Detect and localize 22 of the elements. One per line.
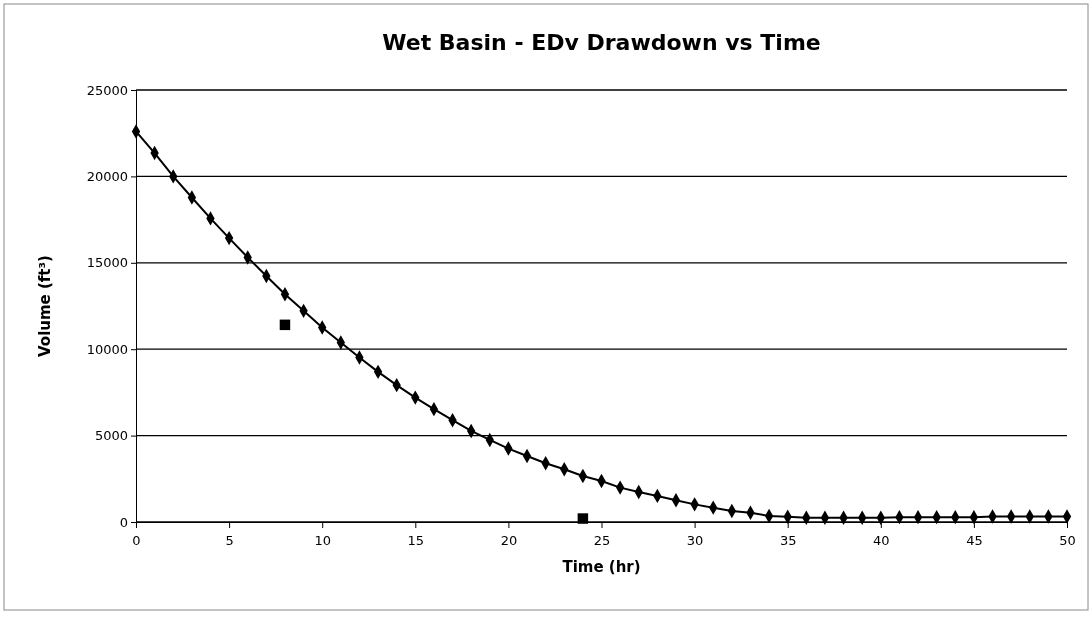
x-tick-label: 25 — [593, 533, 611, 549]
x-axis-title: Time (hr) — [562, 558, 641, 576]
x-tick-label: 20 — [500, 533, 518, 549]
x-tick-label: 30 — [686, 533, 704, 549]
x-tick-label: 35 — [779, 533, 797, 549]
y-tick-label: 15000 — [86, 255, 128, 271]
x-tick-label: 45 — [966, 533, 983, 549]
y-tick-label: 5000 — [94, 428, 128, 444]
chart-title: Wet Basin - EDv Drawdown vs Time — [382, 30, 821, 55]
point — [279, 319, 291, 331]
x-tick-label: 0 — [132, 533, 141, 549]
x-tick-label: 10 — [314, 533, 331, 549]
y-tick-label: 10000 — [86, 341, 128, 357]
x-tick-label: 50 — [1059, 533, 1076, 549]
x-tick-label: 15 — [407, 533, 425, 549]
y-tick-label: 25000 — [86, 82, 128, 98]
y-axis-title: Volume (ft³) — [36, 255, 54, 357]
y-tick-label: 0 — [119, 514, 128, 530]
x-tick-label: 5 — [225, 533, 234, 549]
point — [577, 513, 589, 524]
x-tick-label: 40 — [873, 533, 890, 549]
y-tick-label: 20000 — [86, 169, 128, 185]
